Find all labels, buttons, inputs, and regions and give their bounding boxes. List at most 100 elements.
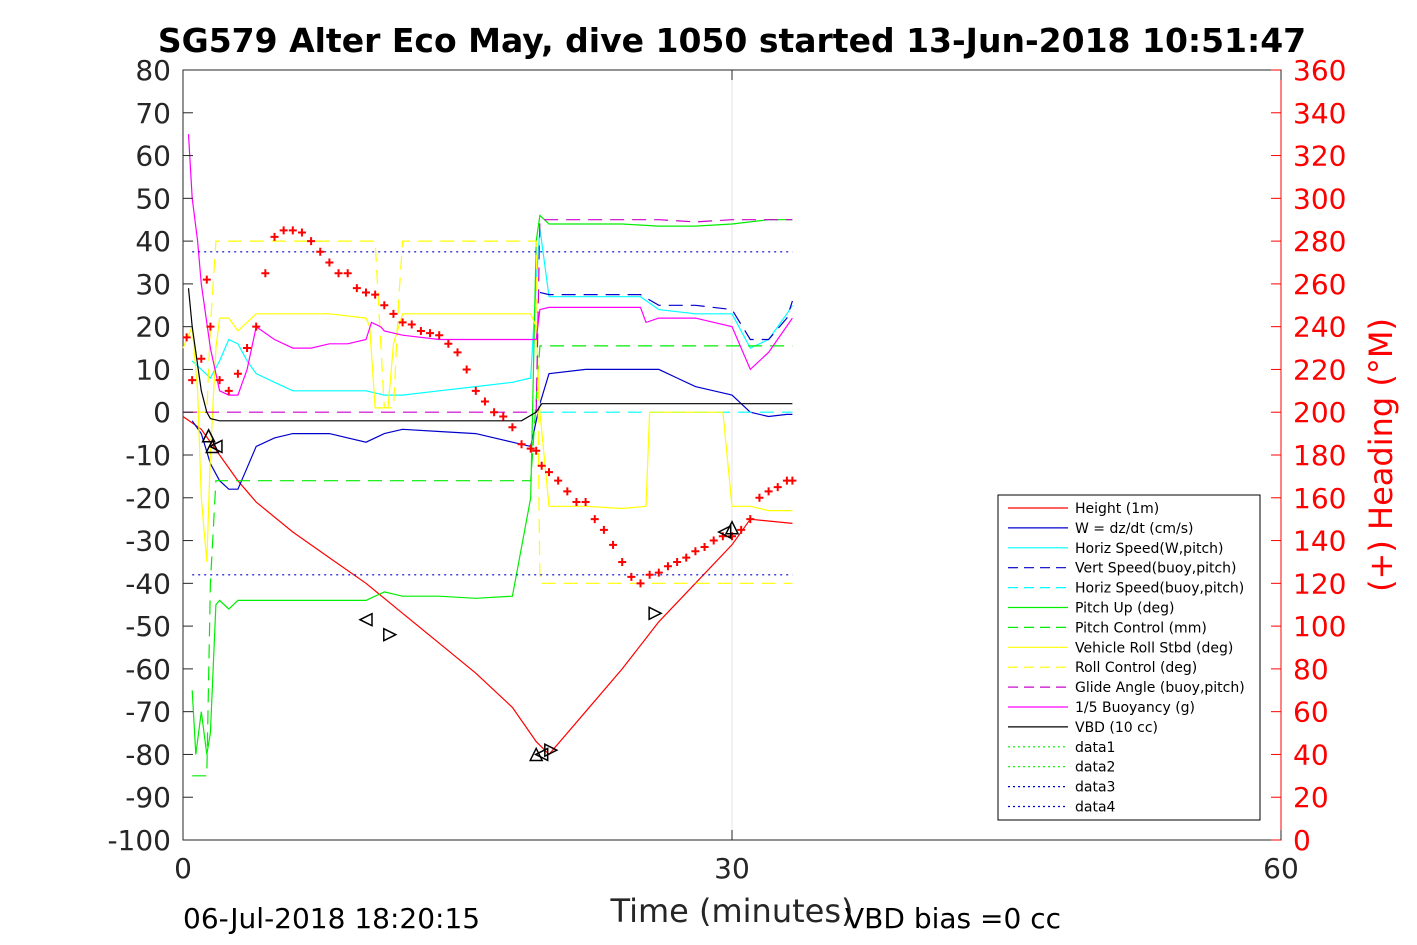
y2-tick-label: 40	[1293, 738, 1329, 771]
x-axis: 0 30 60	[174, 70, 1299, 885]
heading-point	[182, 333, 191, 342]
heading-point	[462, 365, 471, 374]
x-tick-label: 30	[714, 852, 750, 885]
heading-point	[709, 536, 718, 545]
heading-point	[371, 290, 380, 299]
heading-point	[261, 269, 270, 278]
heading-point	[746, 515, 755, 524]
legend-label: VBD (10 cc)	[1075, 720, 1158, 736]
legend-box	[997, 494, 1261, 821]
heading-point	[316, 247, 325, 256]
heading-point	[508, 423, 517, 432]
heading-point	[288, 226, 297, 235]
y2-tick-label: 320	[1293, 140, 1346, 173]
series-line	[182, 416, 793, 756]
heading-point	[435, 331, 444, 340]
y2-tick-label: 340	[1293, 97, 1346, 130]
heading-point	[398, 318, 407, 327]
heading-point	[618, 557, 627, 566]
y2-tick-label: 300	[1293, 182, 1346, 215]
y2-tick-label: 100	[1293, 610, 1346, 643]
heading-point	[297, 228, 306, 237]
legend-label: Height (1m)	[1075, 501, 1159, 517]
legend-label: Roll Control (deg)	[1075, 660, 1197, 676]
y-tick-label: 80	[135, 54, 171, 87]
y-tick-label: -60	[125, 653, 171, 686]
heading-point	[243, 344, 252, 353]
heading-point	[197, 354, 206, 363]
y-tick-label: -20	[125, 482, 171, 515]
heading-point	[380, 301, 389, 310]
legend-label: Pitch Up (deg)	[1075, 601, 1174, 617]
heading-point	[362, 288, 370, 297]
y-tick-label: 40	[135, 225, 171, 258]
y-tick-label: -80	[125, 738, 171, 771]
heading-point	[682, 553, 691, 562]
heading-point	[673, 557, 682, 566]
heading-point	[343, 269, 352, 278]
heading-point	[627, 572, 636, 581]
series-line	[191, 228, 793, 396]
y-tick-label: 50	[135, 182, 171, 215]
y-tick-label: 0	[153, 396, 171, 429]
event-marker	[717, 524, 732, 540]
heading-point	[663, 562, 672, 571]
y2-tick-label: 60	[1293, 696, 1329, 729]
event-marker	[544, 742, 559, 758]
series-line	[192, 345, 793, 777]
y2-tick-label: 200	[1293, 396, 1346, 429]
y2-tick-label: 240	[1293, 311, 1346, 344]
heading-point	[334, 269, 343, 278]
series-line	[191, 214, 793, 755]
heading-point	[537, 461, 546, 470]
series-line	[187, 288, 793, 422]
heading-point	[764, 487, 773, 496]
y2-tick-label: 180	[1293, 439, 1346, 472]
y-tick-label: 10	[135, 353, 171, 386]
y2-tick-label: 260	[1293, 268, 1346, 301]
legend-label: 1/5 Buoyancy (g)	[1075, 700, 1195, 716]
heading-point	[691, 547, 700, 556]
legend-label: data3	[1075, 780, 1115, 796]
heading-point	[581, 498, 590, 507]
y-tick-label: 60	[135, 140, 171, 173]
legend-label: W = dz/dt (cm/s)	[1075, 521, 1194, 537]
heading-point	[700, 542, 709, 551]
heading-layer	[182, 226, 797, 588]
legend-label: Pitch Control (mm)	[1075, 620, 1207, 636]
series-layer	[182, 134, 793, 777]
legend-label: Vehicle Roll Stbd (deg)	[1075, 640, 1233, 656]
heading-point	[279, 226, 288, 235]
marker-layer	[201, 428, 740, 762]
y2-tick-label: 20	[1293, 781, 1329, 814]
heading-point	[532, 446, 541, 455]
heading-point	[572, 498, 581, 507]
heading-point	[480, 397, 489, 406]
x-tick-label: 0	[174, 852, 192, 885]
heading-point	[636, 579, 645, 588]
heading-point	[206, 322, 215, 331]
event-marker	[383, 627, 398, 642]
y-tick-label: 30	[135, 268, 171, 301]
heading-point	[215, 376, 224, 385]
heading-point	[444, 339, 453, 348]
heading-point	[788, 476, 797, 485]
y2-tick-label: 0	[1293, 824, 1311, 857]
heading-point	[517, 440, 526, 449]
y2-tick-label: 120	[1293, 567, 1346, 600]
x-axis-label: Time (minutes)	[610, 892, 854, 930]
legend-label: Glide Angle (buoy,pitch)	[1075, 680, 1245, 696]
heading-point	[755, 493, 764, 502]
heading-point	[654, 568, 663, 577]
footer-timestamp: 06-Jul-2018 18:20:15	[183, 902, 480, 935]
y2-tick-label: 360	[1293, 54, 1346, 87]
y2-tick-label: 80	[1293, 653, 1329, 686]
event-marker	[208, 439, 223, 454]
heading-point	[325, 258, 334, 267]
heading-point	[554, 476, 563, 485]
heading-point	[609, 540, 618, 549]
y-axis-right: 0 20 40 60 80 100 120 140 160 180 200 220 240 260 280 3…	[1271, 54, 1346, 857]
heading-point	[526, 444, 535, 453]
heading-point	[307, 237, 316, 246]
